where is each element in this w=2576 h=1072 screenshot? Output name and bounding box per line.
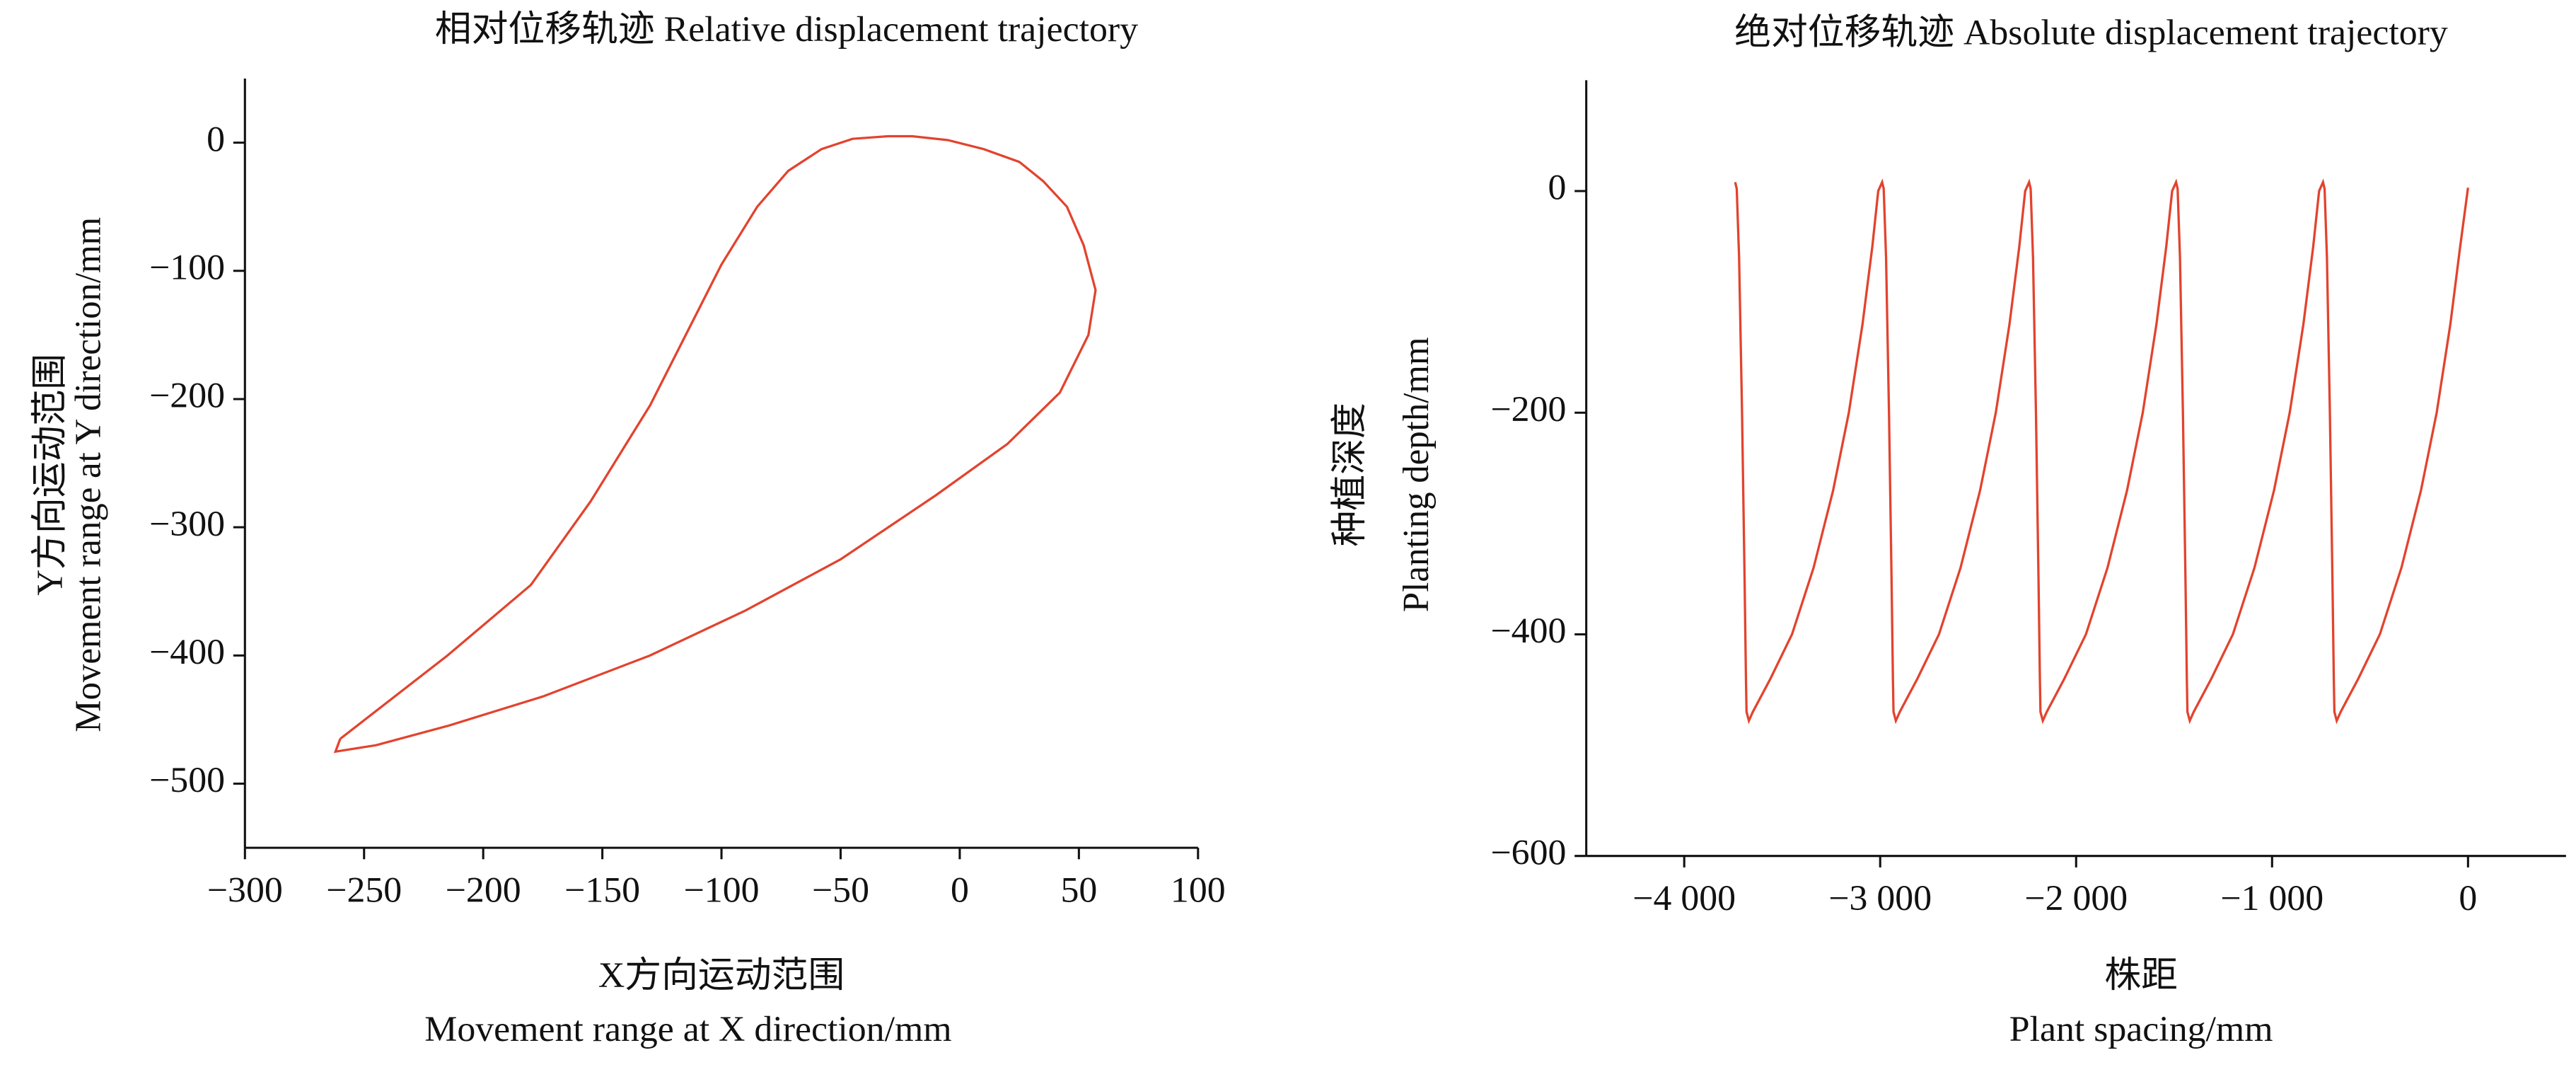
y-axis-label: Y方向运动范围 [30, 354, 71, 596]
x-tick-label: −300 [207, 870, 283, 910]
x-tick-label: 50 [1060, 870, 1097, 910]
x-tick-label: 0 [951, 870, 969, 910]
x-tick-label: −250 [326, 870, 402, 910]
y-tick-label: −200 [149, 376, 225, 415]
x-tick-label: −100 [684, 870, 760, 910]
y-axis-label: 种植深度 [1329, 403, 1370, 546]
x-axis-label: Movement range at X direction/mm [424, 1010, 951, 1049]
x-tick-label: −4 000 [1632, 879, 1736, 918]
y-tick-label: 0 [207, 120, 225, 159]
chart-title: 相对位移轨迹 Relative displacement trajectory [435, 9, 1139, 49]
x-tick-label: −1 000 [2220, 879, 2323, 918]
y-tick-label: −400 [149, 632, 225, 672]
y-axis-label: Planting depth/mm [1396, 337, 1437, 612]
x-tick-label: −150 [564, 870, 640, 910]
y-tick-label: 0 [1548, 168, 1567, 207]
x-tick-label: −2 000 [2024, 879, 2128, 918]
chart-title: 绝对位移轨迹 Absolute displacement trajectory [1734, 13, 2448, 52]
y-tick-label: −100 [149, 248, 225, 287]
x-tick-label: −200 [446, 870, 521, 910]
y-tick-label: −200 [1490, 389, 1566, 429]
y-tick-label: −500 [149, 761, 225, 800]
x-tick-label: −50 [812, 870, 869, 910]
y-tick-label: −400 [1490, 611, 1566, 651]
x-tick-label: 100 [1171, 870, 1226, 910]
x-axis-label: 株距 [2104, 955, 2178, 995]
y-tick-label: −300 [149, 504, 225, 543]
trajectory-line [333, 134, 1097, 754]
x-tick-label: 0 [2459, 879, 2477, 918]
x-tick-label: −3 000 [1828, 879, 1932, 918]
y-tick-label: −600 [1490, 833, 1566, 872]
y-axis-label: Movement range at Y direction/mm [68, 217, 109, 732]
trajectory-line [1734, 178, 2469, 725]
x-axis-label: X方向运动范围 [598, 955, 845, 995]
x-axis-label: Plant spacing/mm [2009, 1010, 2273, 1049]
